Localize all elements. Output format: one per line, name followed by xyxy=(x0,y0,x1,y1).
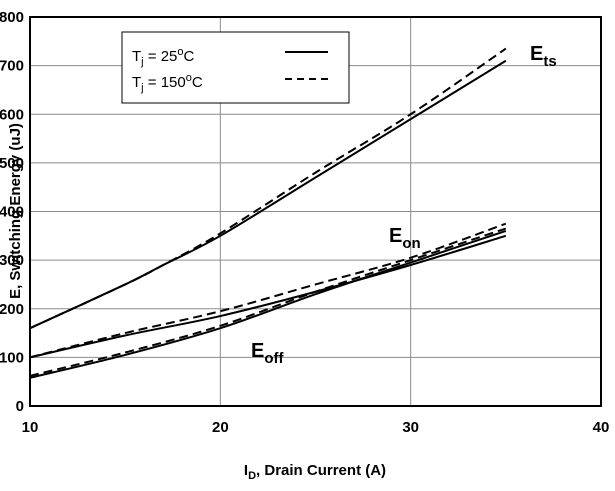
y-tick-label: 800 xyxy=(0,9,24,26)
curves xyxy=(29,47,507,379)
y-tick-label: 200 xyxy=(0,301,24,318)
x-tick-label: 10 xyxy=(22,419,39,436)
series-3-dashed-line xyxy=(29,222,507,359)
plot-frame xyxy=(29,16,602,407)
y-tick-label: 500 xyxy=(0,155,24,172)
x-tick-label: 40 xyxy=(593,419,610,436)
y-tick-label: 400 xyxy=(0,204,24,221)
x-tick-label: 30 xyxy=(402,419,419,436)
y-axis-label: E, Switching Energy (uJ) xyxy=(7,123,24,299)
y-tick-label: 600 xyxy=(0,106,24,123)
legend-label-150c: Tj = 150oC xyxy=(132,72,203,94)
y-tick-label: 700 xyxy=(0,58,24,75)
y-tick-label: 0 xyxy=(16,398,24,415)
series-2-solid-line xyxy=(29,234,507,359)
annotation-e-off: Eoff xyxy=(251,340,285,367)
series-1-dashed-line xyxy=(29,47,507,330)
series-4-solid-line xyxy=(29,230,507,379)
annotation-e-on: Eon xyxy=(389,225,421,252)
legend-box xyxy=(121,31,350,104)
legend-label-25c: Tj = 25oC xyxy=(132,46,195,68)
annotation-e-ts: Ets xyxy=(530,43,557,70)
y-tick-label: 300 xyxy=(0,252,24,269)
y-tick-label: 100 xyxy=(0,349,24,366)
x-axis-label: ID, Drain Current (A) xyxy=(244,462,386,482)
legend: Tj = 25oC Tj = 150oC xyxy=(121,31,350,104)
series-5-dashed-line xyxy=(29,227,507,377)
x-tick-label: 20 xyxy=(212,419,229,436)
